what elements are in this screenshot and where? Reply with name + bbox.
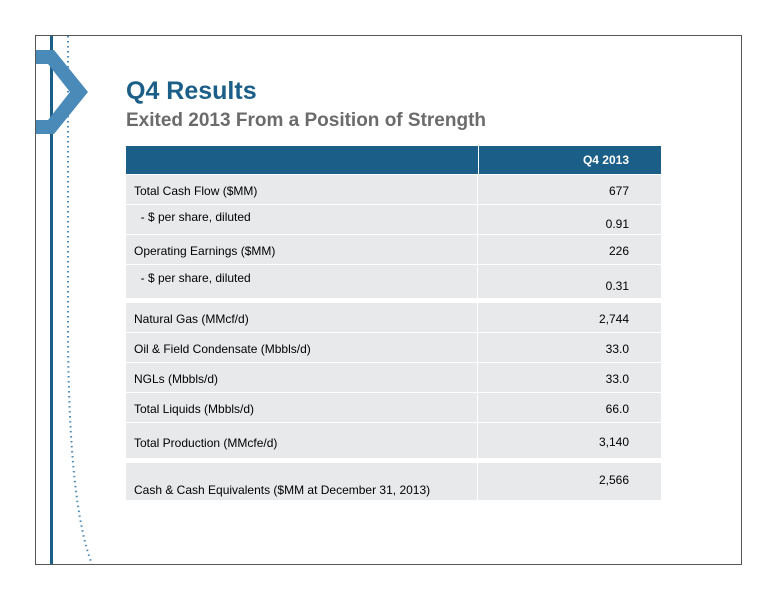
table-row: - $ per share, diluted 0.91 bbox=[126, 204, 661, 234]
group-spacer bbox=[126, 458, 661, 462]
table-header: Q4 2013 bbox=[126, 146, 661, 174]
row-value: 33.0 bbox=[605, 372, 629, 386]
row-label: Oil & Field Condensate (Mbbls/d) bbox=[126, 333, 478, 362]
row-label: Total Liquids (Mbbls/d) bbox=[126, 393, 478, 422]
row-label: - $ per share, diluted bbox=[126, 205, 478, 234]
dotted-curve-decoration bbox=[67, 36, 93, 564]
column-header: Q4 2013 bbox=[582, 153, 629, 167]
table-row: Cash & Cash Equivalents ($MM at December… bbox=[126, 462, 661, 500]
row-label: Operating Earnings ($MM) bbox=[126, 235, 478, 264]
row-value: 33.0 bbox=[605, 342, 629, 356]
table-row: Total Liquids (Mbbls/d) 66.0 bbox=[126, 392, 661, 422]
header-label-cell bbox=[126, 146, 479, 174]
table-row: Total Production (MMcfe/d) 3,140 bbox=[126, 422, 661, 458]
slide: Q4 Results Exited 2013 From a Position o… bbox=[35, 35, 742, 565]
row-value: 3,140 bbox=[598, 435, 629, 449]
table-row: NGLs (Mbbls/d) 33.0 bbox=[126, 362, 661, 392]
row-label: Total Cash Flow ($MM) bbox=[126, 175, 478, 204]
row-label: - $ per share, diluted bbox=[126, 265, 478, 298]
row-label: Natural Gas (MMcf/d) bbox=[126, 303, 478, 332]
chevron-logo-icon bbox=[36, 50, 88, 134]
page-subtitle: Exited 2013 From a Position of Strength bbox=[126, 110, 487, 131]
row-label: Total Production (MMcfe/d) bbox=[126, 423, 478, 458]
table-row: Natural Gas (MMcf/d) 2,744 bbox=[126, 302, 661, 332]
page-title: Q4 Results bbox=[126, 77, 257, 105]
row-value: 66.0 bbox=[605, 402, 629, 416]
row-value: 226 bbox=[608, 244, 629, 258]
row-label: NGLs (Mbbls/d) bbox=[126, 363, 478, 392]
table-row: Total Cash Flow ($MM) 677 bbox=[126, 174, 661, 204]
table-row: Oil & Field Condensate (Mbbls/d) 33.0 bbox=[126, 332, 661, 362]
row-value: 0.91 bbox=[605, 217, 629, 231]
table-row: - $ per share, diluted 0.31 bbox=[126, 264, 661, 298]
row-value: 677 bbox=[608, 184, 629, 198]
row-label: Cash & Cash Equivalents ($MM at December… bbox=[126, 463, 478, 500]
row-value: 0.31 bbox=[605, 279, 629, 293]
group-spacer bbox=[126, 298, 661, 302]
table-body: Total Cash Flow ($MM) 677 - $ per share, … bbox=[126, 174, 661, 500]
row-value: 2,744 bbox=[598, 312, 629, 326]
results-table: Q4 2013 Total Cash Flow ($MM) 677 - $ per… bbox=[126, 146, 661, 500]
vertical-accent-line bbox=[50, 36, 53, 564]
table-row: Operating Earnings ($MM) 226 bbox=[126, 234, 661, 264]
row-value: 2,566 bbox=[598, 473, 629, 487]
